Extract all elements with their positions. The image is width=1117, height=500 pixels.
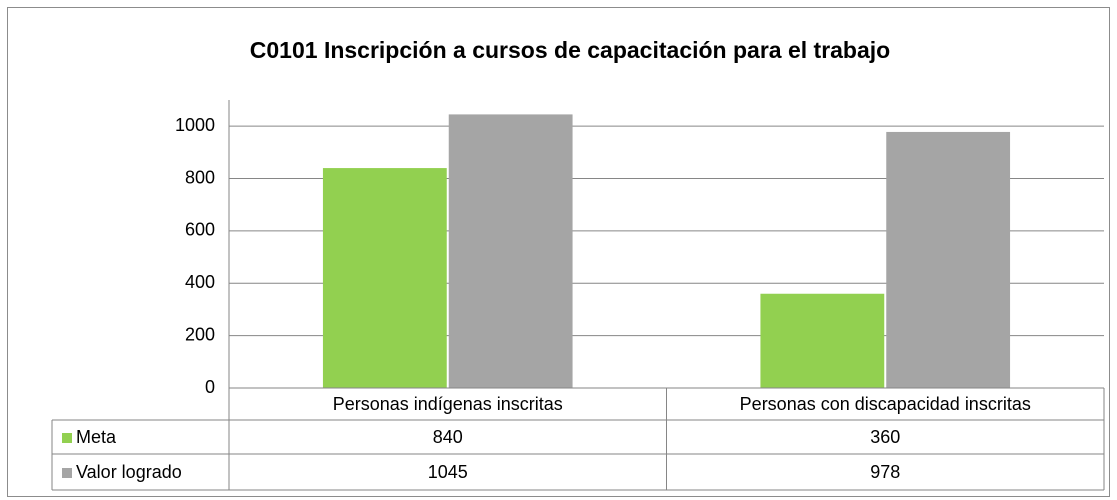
bar bbox=[448, 114, 573, 389]
table-value: 1045 bbox=[428, 462, 468, 482]
y-tick-label: 200 bbox=[185, 324, 215, 344]
legend-label: Valor logrado bbox=[76, 462, 182, 482]
legend-key bbox=[62, 433, 72, 443]
legend-key bbox=[62, 468, 72, 478]
bar bbox=[322, 168, 447, 388]
legend-label: Meta bbox=[76, 427, 117, 447]
chart-title: C0101 Inscripción a cursos de capacitaci… bbox=[250, 37, 890, 63]
y-tick-label: 1000 bbox=[175, 115, 215, 135]
y-tick-label: 600 bbox=[185, 220, 215, 240]
table-value: 840 bbox=[433, 427, 463, 447]
x-tick-label: Personas con discapacidad inscritas bbox=[740, 394, 1031, 414]
x-tick-label: Personas indígenas inscritas bbox=[333, 394, 563, 414]
table-value: 978 bbox=[870, 462, 900, 482]
bar bbox=[886, 131, 1011, 388]
y-tick-label: 0 bbox=[205, 377, 215, 397]
bar bbox=[760, 293, 885, 388]
y-tick-label: 800 bbox=[185, 167, 215, 187]
y-tick-label: 400 bbox=[185, 272, 215, 292]
table-value: 360 bbox=[870, 427, 900, 447]
